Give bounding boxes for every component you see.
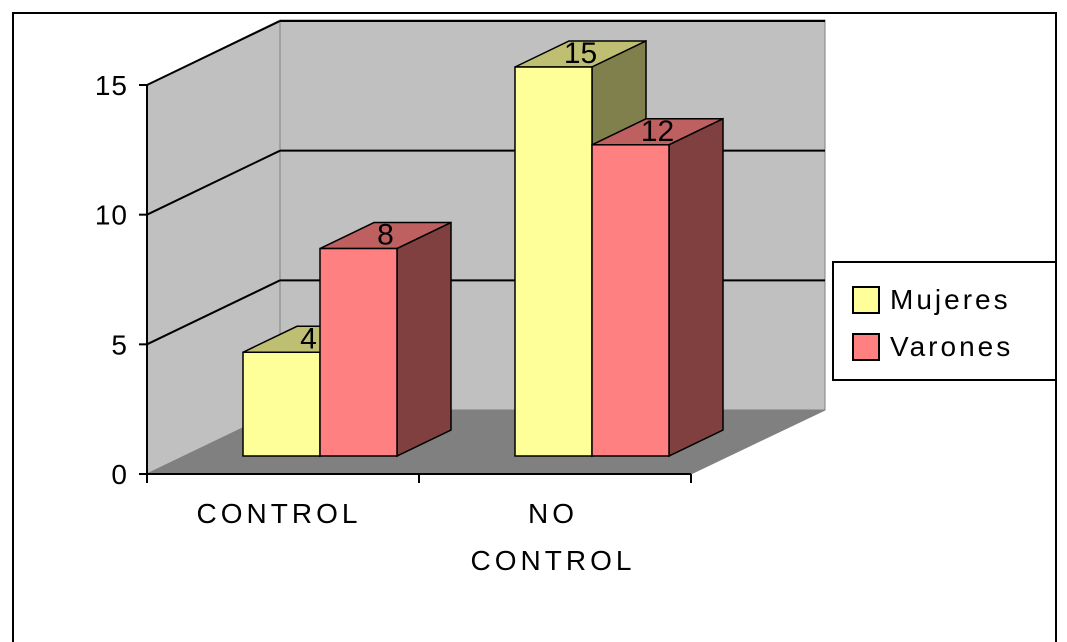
bar-varones-1: [591, 117, 724, 458]
y-tick-label: 15: [95, 70, 128, 101]
data-label: 15: [564, 37, 597, 70]
bar-front: [319, 247, 398, 457]
category-labels: CONTROL NO CONTROL: [197, 498, 636, 576]
bar-chart-3d: 0 5 10 15 CONTROL NO CONTROL 4 15 8 12 Mujeres Va…: [95, 19, 1057, 576]
y-tick-labels: 0 5 10 15: [95, 70, 692, 490]
data-labels: 4 15 8 12: [300, 37, 674, 355]
bars: [242, 39, 724, 458]
category-label: CONTROL: [471, 545, 636, 576]
bar-varones-0: [319, 221, 452, 458]
bar-front: [514, 66, 593, 457]
data-label: 4: [300, 322, 317, 355]
y-tick-label: 0: [111, 459, 128, 490]
bar-front: [242, 351, 321, 457]
gridline: [146, 20, 281, 86]
data-label: 12: [641, 115, 674, 148]
bar-side: [396, 221, 452, 458]
category-label: CONTROL: [197, 498, 362, 529]
y-tick-label: 5: [111, 329, 128, 360]
bar-side: [668, 117, 724, 458]
legend-swatch: [852, 333, 880, 361]
y-tick-label: 10: [95, 200, 128, 231]
legend-label: Mujeres: [890, 284, 1011, 315]
category-label: NO: [528, 498, 578, 529]
legend-swatch: [852, 286, 880, 314]
bar-front: [591, 144, 670, 457]
legend-label: Varones: [890, 331, 1013, 362]
legend: Mujeres Varones: [832, 261, 1057, 381]
gridline: [146, 279, 281, 346]
legend-box: [832, 261, 1057, 381]
data-label: 8: [377, 219, 394, 252]
gridline: [146, 149, 281, 216]
